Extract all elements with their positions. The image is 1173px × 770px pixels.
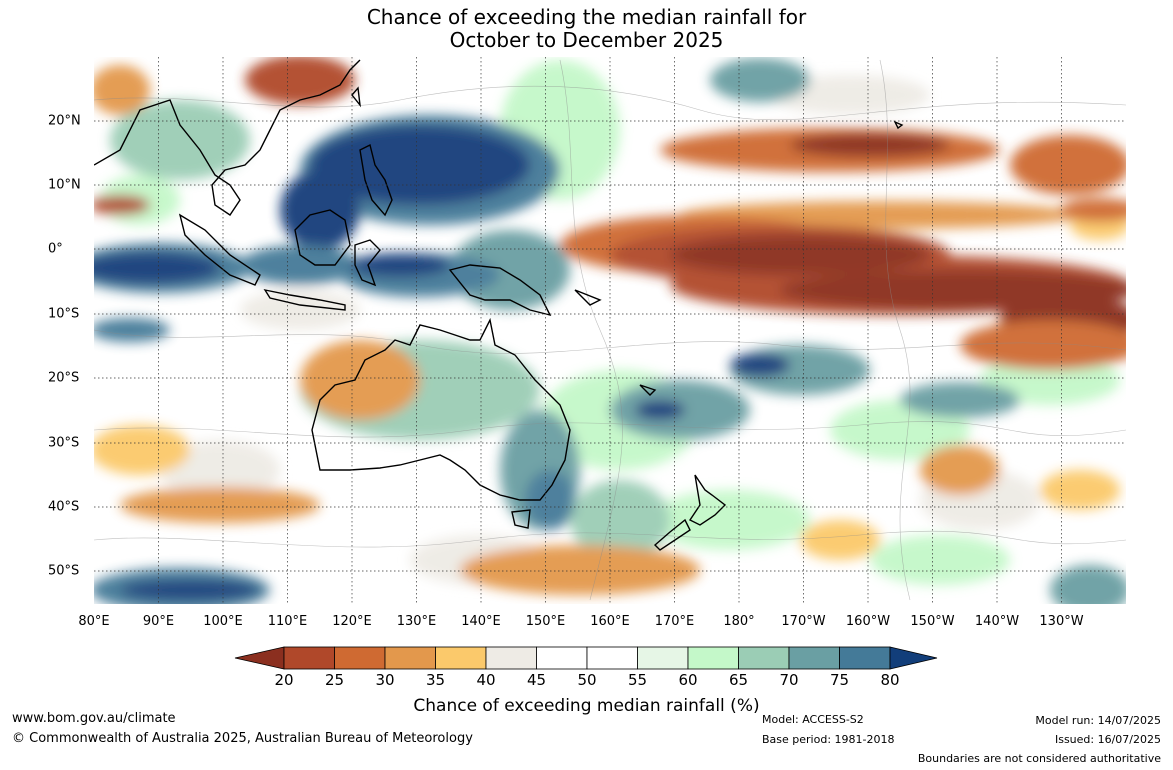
colorbar-swatch	[687, 646, 739, 670]
longitude-label: 100°E	[203, 614, 243, 629]
colorbar-tick-label: 50	[577, 671, 597, 689]
colorbar-tick-label: 35	[425, 671, 446, 689]
copyright-text: © Commonwealth of Australia 2025, Austra…	[12, 731, 473, 746]
colorbar-swatch	[637, 646, 689, 670]
longitude-label: 160°E	[590, 614, 630, 629]
colorbar-swatch	[586, 646, 638, 670]
colorbar-swatch	[738, 646, 790, 670]
colorbar-tick-label: 75	[829, 671, 850, 689]
colorbar-tick-label: 25	[324, 671, 345, 689]
latitude-label: 40°S	[48, 499, 80, 515]
longitude-label: 170°W	[781, 614, 826, 629]
graticule	[94, 57, 1126, 604]
longitude-label: 150°E	[525, 614, 566, 629]
longitude-label: 150°W	[910, 614, 955, 629]
colorbar-swatch	[283, 646, 335, 670]
longitude-label: 90°E	[142, 614, 175, 629]
colorbar	[234, 646, 938, 670]
latitude-label: 0°	[48, 241, 63, 257]
issued-date: Issued: 16/07/2025	[1054, 733, 1161, 746]
colorbar-swatch	[384, 646, 436, 670]
boundaries-disclaimer: Boundaries are not considered authoritat…	[917, 752, 1161, 765]
colorbar-tick-label: 80	[880, 671, 900, 689]
map-title-line1: Chance of exceeding the median rainfall …	[366, 5, 807, 29]
colorbar-tick-label: 60	[678, 671, 698, 689]
colorbar-arrow-high	[889, 646, 938, 670]
colorbar-arrow-low	[234, 646, 285, 670]
colorbar-tick-label: 45	[526, 671, 547, 689]
latitude-label: 10°S	[48, 306, 80, 322]
latitude-label: 30°S	[48, 435, 80, 451]
base-period: Base period: 1981-2018	[762, 733, 895, 746]
coastlines	[94, 59, 904, 551]
colorbar-tick-label: 40	[476, 671, 496, 689]
longitude-label: 160°W	[845, 614, 891, 629]
longitude-label: 130°W	[1039, 614, 1084, 629]
colorbar-swatch	[435, 646, 487, 670]
colorbar-tick-label: 70	[779, 671, 799, 689]
colorbar-swatch	[334, 646, 386, 670]
colorbar-swatch	[485, 646, 537, 670]
map-title-line2: October to December 2025	[449, 28, 724, 52]
latitude-label: 20°N	[48, 113, 81, 129]
longitude-label: 170°E	[654, 614, 695, 629]
colorbar-tick-label: 30	[375, 671, 395, 689]
model-run-date: Model run: 14/07/2025	[1035, 714, 1161, 727]
rainfall-field	[94, 57, 1126, 604]
colorbar-swatch	[536, 646, 588, 670]
latitude-label: 50°S	[48, 563, 80, 579]
colorbar-tick-label: 20	[274, 671, 294, 689]
longitude-label: 140°E	[461, 614, 501, 629]
colorbar-tick-label: 55	[627, 671, 648, 689]
colorbar-title: Chance of exceeding median rainfall (%)	[413, 696, 760, 716]
longitude-label: 80°E	[78, 614, 110, 629]
longitude-label: 130°E	[396, 614, 437, 629]
longitude-label: 120°E	[332, 614, 372, 629]
colorbar-swatch	[839, 646, 891, 670]
longitude-label: 140°W	[974, 614, 1020, 629]
colorbar-swatch	[788, 646, 840, 670]
website-link[interactable]: www.bom.gov.au/climate	[12, 711, 176, 726]
longitude-label: 110°E	[267, 614, 308, 629]
latitude-label: 20°S	[48, 370, 80, 386]
model-name: Model: ACCESS-S2	[762, 713, 864, 726]
longitude-label: 180°	[723, 614, 755, 629]
colorbar-tick-label: 65	[728, 671, 749, 689]
latitude-label: 10°N	[48, 177, 81, 193]
